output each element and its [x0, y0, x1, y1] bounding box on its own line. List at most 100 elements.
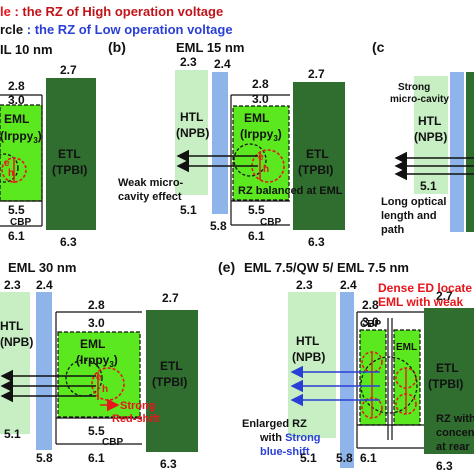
panel-d-htl-homo: 5.1 [4, 427, 21, 441]
panel-b-lumo-300: 3.0 [252, 92, 269, 106]
panel-a-etl-label: ETL [58, 147, 81, 161]
panel-a-etl-box [46, 78, 96, 230]
panel-b-htl-label: HTL [180, 110, 203, 124]
panel-b-etl-lumo: 2.7 [308, 67, 325, 81]
panel-d-cbp-box [36, 292, 52, 450]
panel-a-etl-sub: (TPBI) [52, 163, 87, 177]
panel-d-eml-sub: (Irppy3) [76, 353, 118, 369]
svg-text:e: e [258, 152, 264, 163]
panel-e-note-enlarged-2: with Strong [259, 432, 321, 444]
panel-b-eml-box [232, 105, 290, 201]
panel-d-htl-sub: (NPB) [0, 335, 33, 349]
panel-e-htl-label: HTL [296, 334, 319, 348]
panel-b-etl-sub: (TPBI) [298, 163, 333, 177]
panel-e-note-rz-2: concent [436, 427, 474, 439]
panel-b-htl-sub: (NPB) [176, 126, 209, 140]
panel-b-title: EML 15 nm [176, 40, 244, 55]
panel-e-htl-lumo: 2.3 [296, 278, 313, 292]
legend-line-1: le : the RZ of High operation voltage [0, 4, 223, 19]
panel-b-etl-label: ETL [306, 147, 329, 161]
panel-d-homo-610: 6.1 [88, 451, 105, 465]
panel-b-cbp-homo: 5.8 [210, 219, 227, 233]
panel-b-homo-610: 6.1 [248, 229, 265, 243]
panel-a-lumo-300: 3.0 [8, 93, 25, 107]
panel-b-note-rz: RZ balanced at EML [238, 185, 343, 197]
panel-a-lumo-280: 2.8 [8, 79, 25, 93]
panel-d-note-red: Red-shift [112, 413, 160, 425]
panel-b-note-weak-1: Weak micro- [118, 177, 184, 189]
panel-b-cbp-box [212, 72, 228, 214]
panel-a-title: IL 10 nm [0, 42, 53, 57]
panel-e-letter: (e) [218, 259, 235, 275]
panel-a-homo-630: 6.3 [60, 235, 77, 249]
panel-e-etl-label: ETL [436, 361, 459, 375]
panel-e-eml-label: EML [396, 342, 417, 353]
panel-d-htl-label: HTL [0, 319, 23, 333]
panel-c-note-strong-2: micro-cavity [390, 94, 449, 105]
panel-e-note-enlarged-4: blue-shift [260, 446, 310, 458]
panel-e-homo-610: 6.1 [360, 451, 377, 465]
panel-d-cbp-lumo: 2.4 [36, 278, 53, 292]
panel-d-lumo-300: 3.0 [88, 316, 105, 330]
panel-a-homo-550: 5.5 [8, 203, 25, 217]
panel-d-cbp: CBP [102, 437, 123, 448]
panel-e-etl-sub: (TPBI) [428, 377, 463, 391]
panel-c-htl-label: HTL [418, 114, 441, 128]
panel-d-note-strong: Strong [120, 400, 155, 412]
panel-d-etl-lumo: 2.7 [162, 291, 179, 305]
panel-b-eml-label: EML [244, 111, 269, 125]
panel-e-cbp-homo: 5.8 [336, 451, 353, 465]
svg-text:e: e [96, 372, 102, 383]
panel-d-etl-box [146, 310, 198, 452]
panel-e-htl-homo: 5.1 [300, 451, 317, 465]
panel-c-letter: (c [372, 39, 385, 55]
panel-e-title: EML 7.5/QW 5/ EML 7.5 nm [244, 260, 409, 275]
svg-text:h: h [263, 164, 269, 175]
panel-e-cbp-lumo: 2.4 [340, 278, 357, 292]
panel-b-homo-630: 6.3 [308, 235, 325, 249]
panel-d-title: EML 30 nm [8, 260, 76, 275]
panel-c: (c Strong micro-cavity HTL (NPB) 5.1 Lon… [372, 39, 474, 236]
panel-e-note-dense-1: Dense ED locate [378, 281, 472, 295]
legend-line-2: rcle : the RZ of Low operation voltage [0, 22, 233, 37]
panel-b: (b) EML 15 nm 2.3 2.4 2.8 3.0 2.7 HTL (N… [108, 39, 345, 249]
panel-e-lumo-300: 3.0 [362, 315, 379, 329]
panel-b-homo-550: 5.5 [248, 203, 265, 217]
panel-b-note-weak-2: cavity effect [118, 191, 182, 203]
panel-b-lumo-280: 2.8 [252, 77, 269, 91]
panel-d-eml-label: EML [80, 337, 105, 351]
panel-c-homo-510: 5.1 [420, 179, 437, 193]
panel-a-eml-sub: (Irppy3) [0, 129, 42, 145]
panel-e-homo-630: 6.3 [436, 459, 453, 473]
panel-c-cbp-box [450, 72, 464, 232]
panel-e-cbp-box [340, 292, 354, 468]
panel-b-cbp-lumo: 2.4 [214, 57, 231, 71]
panel-e-etl-lumo: 2.7 [436, 289, 453, 303]
svg-text:e: e [4, 158, 10, 169]
panel-b-htl-homo: 5.1 [180, 203, 197, 217]
panel-d-htl-lumo: 2.3 [4, 278, 21, 292]
panel-a: IL 10 nm 2.8 3.0 2.7 EML (Irppy3) ETL (T… [0, 42, 96, 249]
svg-text:h: h [102, 384, 108, 395]
panel-b-letter: (b) [108, 39, 126, 55]
panel-c-note-strong-1: Strong [398, 82, 430, 93]
panel-e-cbp-label: CBP [360, 319, 381, 330]
panel-d-cbp-homo: 5.8 [36, 451, 53, 465]
panel-b-eml-sub: (Irppy3) [240, 127, 282, 143]
svg-text:h: h [8, 168, 14, 179]
panel-d-homo-630: 6.3 [160, 457, 177, 471]
panel-e: (e) EML 7.5/QW 5/ EML 7.5 nm 2.3 2.4 2.8… [218, 259, 474, 473]
panel-d-etl-sub: (TPBI) [152, 375, 187, 389]
panel-a-cbp: CBP [10, 217, 31, 228]
panel-b-etl-box [293, 82, 345, 230]
panel-d-eml-box [57, 331, 141, 418]
panel-a-homo-610: 6.1 [8, 229, 25, 243]
panel-b-htl-box [175, 70, 208, 195]
panel-c-note-long-2: length and [381, 210, 437, 222]
panel-c-htl-sub: (NPB) [414, 130, 447, 144]
panel-d: EML 30 nm 2.3 2.4 2.8 3.0 2.7 HTL (NPB) … [0, 260, 198, 471]
panel-e-note-rz-3: at rear [436, 441, 470, 453]
panel-e-note-rz-1: RZ with [436, 413, 474, 425]
panel-e-htl-sub: (NPB) [292, 350, 325, 364]
